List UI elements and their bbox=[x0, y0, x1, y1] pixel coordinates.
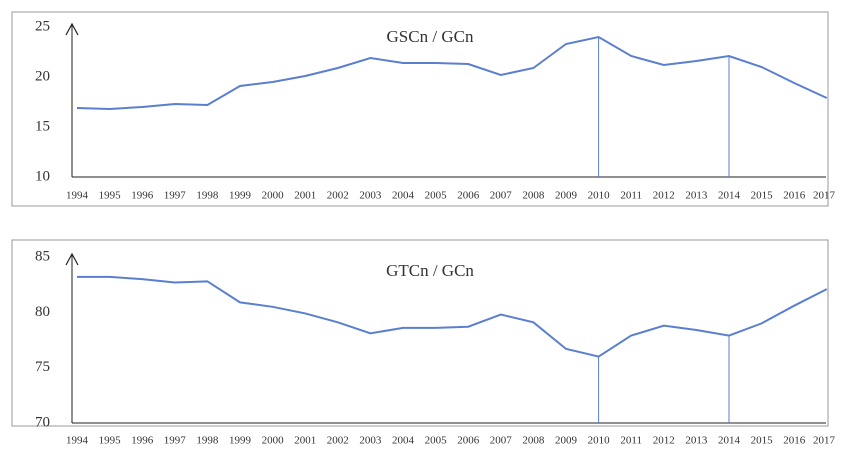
x-tick-label: 2003 bbox=[359, 190, 382, 202]
y-tick-label: 75 bbox=[35, 359, 50, 375]
y-axis-arrow bbox=[65, 252, 79, 266]
x-tick-label: 1994 bbox=[66, 190, 89, 202]
y-tick-label: 15 bbox=[35, 118, 50, 134]
y-tick-label: 20 bbox=[35, 68, 50, 84]
x-tick-label: 2003 bbox=[359, 435, 382, 447]
x-tick-label: 2009 bbox=[555, 190, 578, 202]
x-tick-label: 1999 bbox=[229, 435, 252, 447]
panel-frame bbox=[11, 239, 829, 427]
x-tick-label: 2002 bbox=[327, 190, 349, 202]
x-tick-label: 2015 bbox=[751, 190, 774, 202]
x-tick-label: 2012 bbox=[653, 190, 675, 202]
x-tick-label: 2000 bbox=[262, 435, 285, 447]
x-tick-label: 2015 bbox=[751, 435, 774, 447]
y-tick-label: 80 bbox=[35, 304, 50, 320]
y-tick-label: 85 bbox=[35, 248, 50, 264]
x-tick-label: 1998 bbox=[196, 435, 219, 447]
x-tick-label: 2013 bbox=[685, 190, 708, 202]
x-tick-label: 1995 bbox=[99, 190, 122, 202]
x-tick-label: 2013 bbox=[685, 435, 708, 447]
x-tick-label: 2007 bbox=[490, 435, 513, 447]
x-tick-label: 1997 bbox=[164, 190, 187, 202]
x-tick-label: 2004 bbox=[392, 190, 415, 202]
x-tick-label: 2010 bbox=[588, 435, 611, 447]
x-tick-label: 2016 bbox=[783, 435, 806, 447]
panel-frame bbox=[11, 11, 829, 207]
x-tick-label: 2001 bbox=[294, 435, 316, 447]
x-tick-label: 1998 bbox=[196, 190, 219, 202]
y-tick-label: 70 bbox=[35, 414, 50, 430]
x-tick-label: 2007 bbox=[490, 190, 513, 202]
x-tick-label: 2014 bbox=[718, 190, 741, 202]
x-tick-label: 2005 bbox=[425, 435, 448, 447]
x-tick-label: 2006 bbox=[457, 435, 480, 447]
x-tick-label: 2000 bbox=[262, 190, 285, 202]
y-tick-label: 10 bbox=[35, 168, 50, 184]
x-tick-label: 2006 bbox=[457, 190, 480, 202]
x-tick-label: 1999 bbox=[229, 190, 252, 202]
data-line bbox=[77, 275, 828, 358]
y-axis-arrow bbox=[65, 22, 79, 36]
x-tick-label: 2008 bbox=[522, 190, 545, 202]
x-tick-label: 2004 bbox=[392, 435, 415, 447]
chart-title: GTCn / GCn bbox=[386, 261, 474, 280]
x-tick-label: 2016 bbox=[783, 190, 806, 202]
y-tick-label: 25 bbox=[35, 18, 50, 34]
x-tick-label: 1996 bbox=[131, 190, 154, 202]
x-tick-label: 1997 bbox=[164, 435, 187, 447]
x-tick-label: 2017 bbox=[813, 190, 836, 202]
x-tick-label: 2002 bbox=[327, 435, 349, 447]
x-tick-label: 2017 bbox=[813, 435, 836, 447]
x-tick-label: 2005 bbox=[425, 190, 448, 202]
x-tick-label: 2010 bbox=[588, 190, 611, 202]
chart-title: GSCn / GCn bbox=[387, 27, 474, 46]
x-tick-label: 1995 bbox=[99, 435, 122, 447]
x-tick-label: 2011 bbox=[620, 435, 642, 447]
x-tick-label: 1994 bbox=[66, 435, 89, 447]
x-tick-label: 1996 bbox=[131, 435, 154, 447]
data-line bbox=[76, 35, 828, 111]
x-tick-label: 2009 bbox=[555, 435, 578, 447]
x-tick-label: 2014 bbox=[718, 435, 741, 447]
x-tick-label: 2011 bbox=[620, 190, 642, 202]
x-tick-label: 2012 bbox=[653, 435, 675, 447]
x-tick-label: 2001 bbox=[294, 190, 316, 202]
x-tick-label: 2008 bbox=[522, 435, 545, 447]
